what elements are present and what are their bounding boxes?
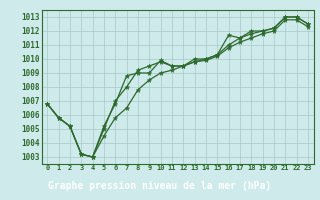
Text: Graphe pression niveau de la mer (hPa): Graphe pression niveau de la mer (hPa) bbox=[48, 181, 272, 191]
